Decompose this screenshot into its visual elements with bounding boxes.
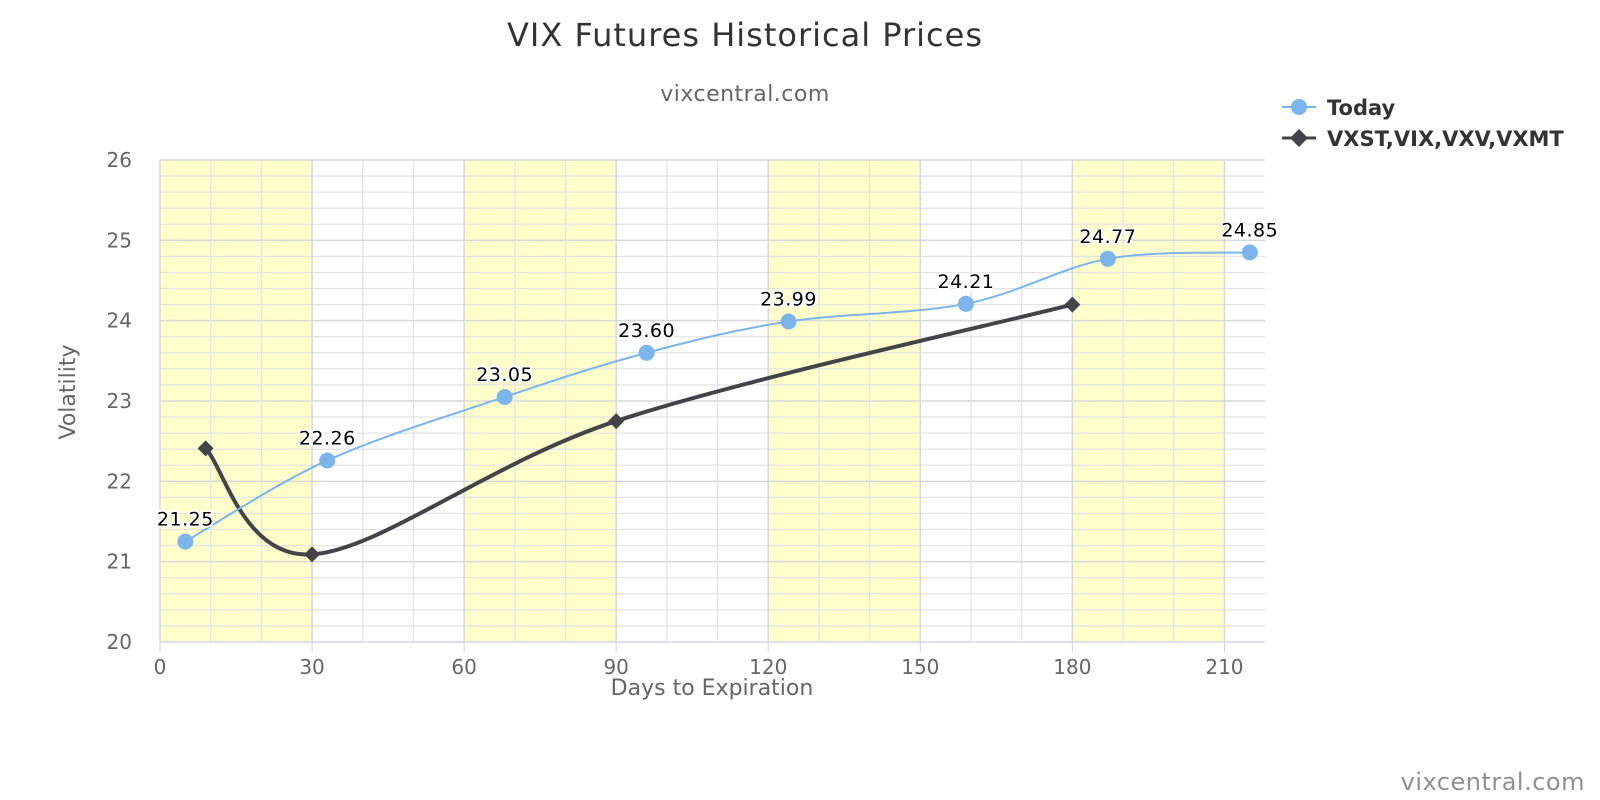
legend-label-today: Today bbox=[1327, 96, 1396, 120]
point-today[interactable] bbox=[780, 313, 797, 330]
x-axis-title: Days to Expiration bbox=[611, 676, 814, 701]
credits-link[interactable]: vixcentral.com bbox=[1401, 768, 1585, 796]
point-today[interactable] bbox=[496, 388, 513, 405]
x-axis-ticks: 0 30 60 90 120 150 180 210 bbox=[154, 642, 1244, 679]
y-tick-label: 25 bbox=[107, 228, 132, 252]
series-line-today bbox=[184, 251, 1251, 543]
data-label-today: 23.60 bbox=[618, 320, 675, 342]
y-tick-label: 24 bbox=[107, 309, 132, 333]
point-today[interactable] bbox=[177, 533, 194, 550]
point-term-structure[interactable] bbox=[1064, 296, 1081, 313]
y-tick-label: 26 bbox=[107, 148, 132, 172]
legend-marker-today bbox=[1291, 99, 1307, 115]
point-term-structure[interactable] bbox=[197, 440, 214, 457]
x-tick-label: 60 bbox=[451, 655, 476, 679]
chart-subtitle: vixcentral.com bbox=[660, 82, 830, 107]
point-term-structure[interactable] bbox=[304, 546, 321, 563]
y-tick-label: 20 bbox=[107, 630, 132, 654]
point-today[interactable] bbox=[1241, 244, 1258, 261]
data-label-today: 22.26 bbox=[299, 427, 356, 449]
data-label-today: 24.21 bbox=[937, 271, 994, 293]
data-label-today: 23.05 bbox=[476, 364, 533, 386]
y-axis-title: Volatility bbox=[56, 344, 81, 439]
legend[interactable]: Today VXST,VIX,VXV,VXMT bbox=[1282, 96, 1564, 151]
data-label-today: 21.25 bbox=[157, 509, 214, 531]
point-today[interactable] bbox=[1099, 250, 1116, 267]
y-tick-label: 23 bbox=[107, 389, 132, 413]
data-label-today: 24.85 bbox=[1221, 219, 1278, 241]
x-tick-label: 90 bbox=[603, 655, 628, 679]
series-layer bbox=[177, 244, 1258, 563]
y-tick-label: 21 bbox=[107, 550, 132, 574]
data-label-today: 23.99 bbox=[760, 288, 817, 310]
x-tick-label: 210 bbox=[1205, 655, 1243, 679]
x-tick-label: 30 bbox=[299, 655, 324, 679]
data-label-today: 24.77 bbox=[1079, 226, 1136, 248]
point-term-structure[interactable] bbox=[608, 413, 625, 430]
legend-label-term-structure: VXST,VIX,VXV,VXMT bbox=[1327, 127, 1564, 151]
x-tick-label: 150 bbox=[901, 655, 939, 679]
legend-item-today[interactable]: Today bbox=[1282, 96, 1396, 120]
legend-marker-term-structure bbox=[1290, 129, 1308, 147]
x-tick-label: 0 bbox=[154, 655, 167, 679]
x-tick-label: 120 bbox=[749, 655, 787, 679]
y-tick-label: 22 bbox=[107, 469, 132, 493]
chart-title: VIX Futures Historical Prices bbox=[507, 16, 983, 54]
point-today[interactable] bbox=[638, 344, 655, 361]
legend-item-term-structure[interactable]: VXST,VIX,VXV,VXMT bbox=[1282, 127, 1564, 151]
data-labels: 21.25 22.26 23.05 23.60 23.99 24.21 24.77 24.85 bbox=[155, 217, 1280, 532]
point-today[interactable] bbox=[319, 452, 336, 469]
y-axis-ticks: 20 21 22 23 24 25 26 bbox=[107, 148, 132, 654]
point-today[interactable] bbox=[957, 295, 974, 312]
series-line-term-structure bbox=[203, 302, 1075, 557]
x-tick-label: 180 bbox=[1053, 655, 1091, 679]
